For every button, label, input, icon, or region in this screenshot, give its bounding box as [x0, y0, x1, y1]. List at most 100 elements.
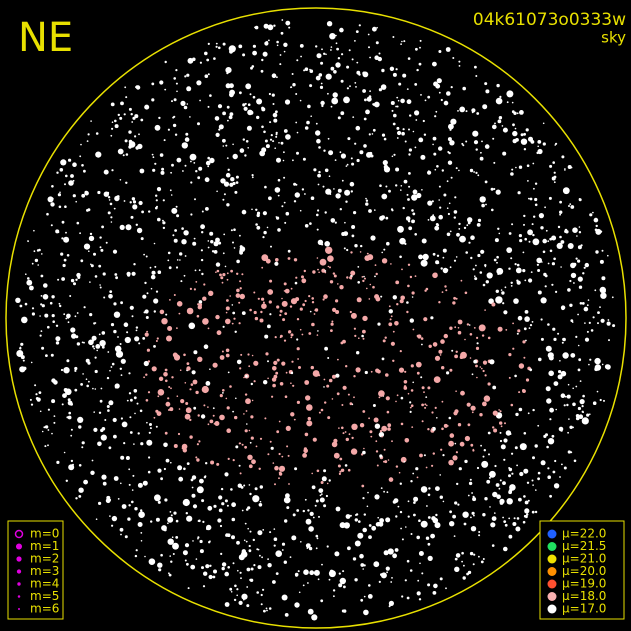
- star: [446, 180, 449, 183]
- star: [186, 562, 189, 566]
- star: [169, 511, 172, 513]
- mu-legend: μ=22.0μ=21.5μ=21.0μ=20.0μ=19.0μ=18.0μ=17…: [547, 527, 606, 616]
- star: [176, 395, 179, 398]
- magnitude-symbol: [17, 582, 21, 586]
- star: [480, 249, 485, 254]
- star: [454, 566, 460, 572]
- star: [281, 19, 284, 21]
- star: [251, 354, 254, 357]
- star: [416, 371, 420, 375]
- star: [285, 134, 291, 140]
- star: [174, 229, 178, 232]
- star: [566, 394, 571, 399]
- star: [280, 141, 284, 145]
- star: [101, 345, 105, 349]
- star: [409, 275, 413, 279]
- star: [327, 357, 330, 359]
- star: [84, 190, 88, 194]
- star: [370, 235, 376, 241]
- star: [499, 501, 504, 505]
- star: [47, 325, 50, 329]
- star: [362, 527, 368, 533]
- star: [51, 197, 54, 200]
- star: [33, 250, 36, 253]
- star: [307, 104, 311, 109]
- star: [510, 281, 513, 284]
- star: [427, 95, 431, 99]
- star: [311, 322, 315, 327]
- star: [151, 98, 155, 102]
- star: [171, 536, 174, 538]
- star: [140, 509, 143, 512]
- star: [448, 440, 454, 447]
- star: [101, 331, 106, 335]
- star: [430, 316, 434, 320]
- star: [185, 407, 192, 414]
- star: [160, 170, 165, 175]
- star: [476, 112, 480, 115]
- star: [132, 204, 138, 210]
- star: [235, 397, 237, 400]
- star: [529, 197, 533, 201]
- star: [281, 455, 284, 458]
- star: [476, 336, 479, 339]
- star: [56, 460, 60, 464]
- star: [533, 215, 536, 218]
- star: [31, 262, 34, 265]
- star: [142, 294, 147, 299]
- star: [537, 148, 543, 155]
- star: [246, 586, 249, 588]
- star: [245, 374, 248, 378]
- star: [400, 185, 403, 187]
- star: [407, 198, 410, 201]
- star: [428, 487, 431, 490]
- star: [511, 168, 514, 171]
- star: [51, 314, 55, 318]
- star: [202, 318, 209, 325]
- star: [140, 118, 144, 122]
- star: [367, 594, 373, 599]
- star: [108, 446, 112, 450]
- star: [273, 118, 278, 123]
- star: [63, 236, 70, 243]
- star: [544, 206, 546, 209]
- star: [433, 583, 438, 589]
- star: [567, 383, 570, 386]
- star: [49, 301, 53, 305]
- star: [536, 263, 540, 266]
- star: [232, 143, 234, 146]
- star: [113, 302, 117, 306]
- star: [103, 296, 106, 299]
- star: [320, 82, 323, 85]
- star: [460, 279, 463, 282]
- star: [99, 236, 102, 239]
- star: [211, 250, 215, 253]
- star: [212, 407, 215, 410]
- star: [595, 250, 599, 254]
- star: [229, 385, 232, 388]
- star: [547, 262, 550, 265]
- star: [93, 427, 98, 432]
- star: [133, 396, 137, 400]
- star: [270, 245, 272, 248]
- star: [438, 214, 444, 220]
- star: [423, 317, 428, 322]
- star: [156, 205, 158, 208]
- star: [26, 279, 33, 286]
- star: [478, 531, 481, 533]
- star: [301, 278, 307, 284]
- star: [431, 427, 434, 430]
- star: [229, 83, 234, 89]
- star: [183, 274, 186, 277]
- star: [226, 105, 230, 109]
- star: [351, 423, 358, 430]
- star: [283, 201, 286, 204]
- star: [510, 285, 513, 287]
- star: [182, 498, 190, 507]
- star: [72, 194, 76, 198]
- star: [234, 415, 238, 420]
- star: [239, 442, 242, 445]
- star: [164, 88, 167, 91]
- star: [173, 444, 178, 448]
- star: [225, 172, 231, 178]
